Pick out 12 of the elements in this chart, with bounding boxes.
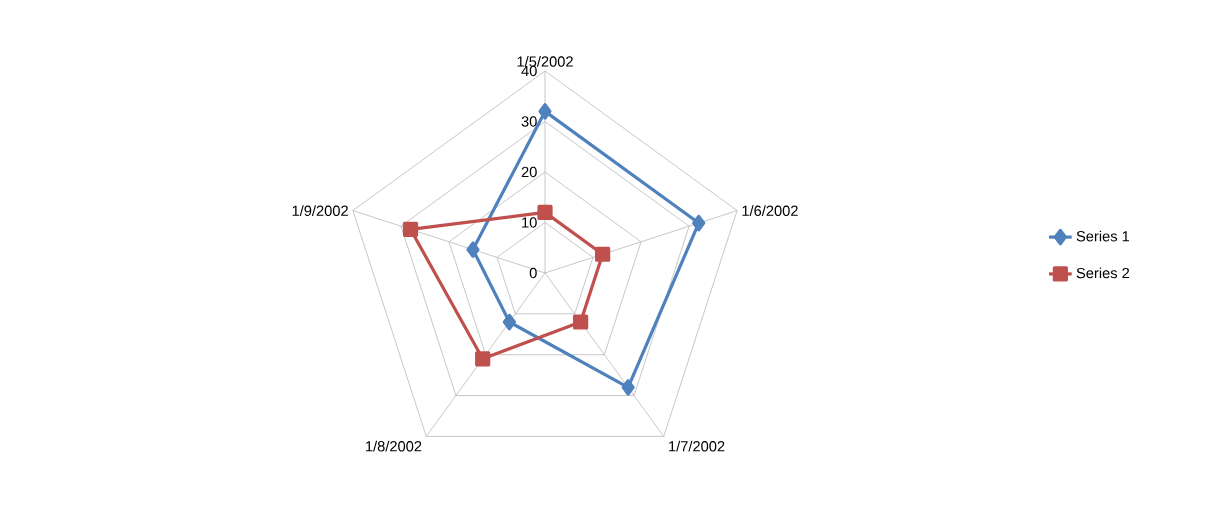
y-tick-label: 40 <box>521 65 537 77</box>
spoke-label: 1/5/2002 <box>517 55 573 67</box>
y-tick-label: 30 <box>521 116 537 127</box>
legend-label: Series 2 <box>1076 267 1130 279</box>
y-tick-label: 20 <box>521 166 537 178</box>
spoke-label: 1/9/2002 <box>292 205 348 216</box>
spoke-label: 1/7/2002 <box>669 440 725 452</box>
legend-label: Series 1 <box>1076 230 1130 242</box>
spoke-label: 1/6/2002 <box>742 205 798 216</box>
y-tick-label: 0 <box>529 267 537 279</box>
spoke-label: 1/8/2002 <box>366 440 422 452</box>
y-tick-label: 10 <box>522 217 537 228</box>
